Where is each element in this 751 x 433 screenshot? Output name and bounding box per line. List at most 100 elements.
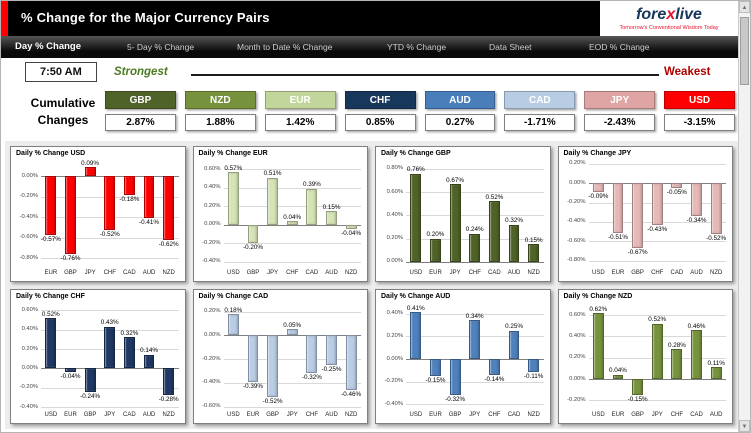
category-label: JPY xyxy=(84,269,96,276)
gridline xyxy=(223,243,361,245)
category-label: EUR xyxy=(246,412,260,418)
weakest-label: Weakest xyxy=(664,66,711,78)
category-label: GBP xyxy=(631,412,644,418)
currency-cumulative-value-EUR: 1.42% xyxy=(264,114,336,131)
bar-AUD xyxy=(326,335,337,366)
currency-column-GBP: GBP 2.87% xyxy=(105,91,176,131)
bar-CHF xyxy=(671,349,683,380)
bar-value-label: 0.04% xyxy=(609,367,627,375)
logo-part-secondary: live xyxy=(675,5,702,23)
bar-AUD xyxy=(508,224,520,262)
category-label: EUR xyxy=(611,412,625,418)
category-label: NZD xyxy=(344,269,358,276)
axis-tick-label: -0.40% xyxy=(19,213,38,220)
axis-tick-label: -0.80% xyxy=(567,257,586,264)
bar-CAD xyxy=(306,188,318,225)
tab-day-change[interactable]: Day % Change xyxy=(15,41,81,52)
bar-value-label: 0.57% xyxy=(224,164,243,172)
cumulative-label-line2: Changes xyxy=(37,113,89,128)
category-label: AUD xyxy=(142,269,156,276)
tab-eod-change[interactable]: EOD % Change xyxy=(589,42,650,52)
gridline xyxy=(588,163,726,165)
category-axis: USD EUR JPY CHF CAD AUD NZD xyxy=(406,270,544,279)
tab-month-to-date-change[interactable]: Month to Date % Change xyxy=(237,42,333,52)
category-label: NZD xyxy=(162,412,175,418)
zero-line xyxy=(406,359,544,361)
bar-value-label: 0.51% xyxy=(263,170,282,178)
category-label: EUR xyxy=(44,269,58,276)
gridline xyxy=(406,192,544,194)
axis-tick-label: 0.00% xyxy=(386,355,403,362)
vertical-scrollbar[interactable]: ▲ ▼ xyxy=(738,1,750,432)
bar-value-label: -0.51% xyxy=(607,233,628,241)
category-label: USD xyxy=(409,412,423,418)
gridline xyxy=(41,407,179,409)
bar-EUR xyxy=(612,374,624,380)
bar-CHF xyxy=(488,359,500,375)
category-label: GBP xyxy=(631,269,644,276)
bar-value-label: 0.62% xyxy=(589,305,608,313)
strongest-label: Strongest xyxy=(114,66,168,78)
zero-line xyxy=(406,261,544,263)
scrollbar-thumb[interactable] xyxy=(740,17,749,85)
bar-value-label: -0.34% xyxy=(686,217,707,225)
category-label: EUR xyxy=(429,269,442,276)
bar-NZD xyxy=(345,335,357,390)
logo-part-accent: x xyxy=(666,5,676,23)
bar-EUR xyxy=(65,368,76,373)
currency-cumulative-value-JPY: -2.43% xyxy=(584,114,656,131)
logo-tagline: Tomorrow's Conventional Wisdom Today xyxy=(619,24,719,31)
category-label: AUD xyxy=(325,269,338,276)
scroll-up-arrow-icon[interactable]: ▲ xyxy=(739,1,750,13)
axis-tick-label: 0.20% xyxy=(21,345,38,352)
category-label: GBP xyxy=(266,412,279,418)
cumulative-label-line1: Cumulative xyxy=(30,96,96,110)
category-axis: USD EUR GBP CHF CAD AUD NZD xyxy=(589,270,727,279)
bar-JPY xyxy=(469,320,481,359)
currency-header-GBP: GBP xyxy=(105,91,176,109)
axis-tick-label: -0.20% xyxy=(384,378,403,385)
category-label: USD xyxy=(44,412,58,418)
category-label: AUD xyxy=(709,412,723,418)
bar-GBP xyxy=(632,183,643,249)
page-title: % Change for the Major Currency Pairs xyxy=(21,10,270,25)
bar-JPY xyxy=(267,177,278,225)
bar-value-label: -0.15% xyxy=(627,396,648,404)
category-label: GBP xyxy=(246,269,260,276)
category-label: CAD xyxy=(690,412,703,418)
gridline xyxy=(406,168,544,170)
chart-panel: Daily % Change EUR 0.60% 0.40% 0.20% 0.00% -0… xyxy=(192,146,368,282)
axis-tick-label: 0.00% xyxy=(204,331,221,338)
category-label: JPY xyxy=(651,412,663,418)
bar-CHF xyxy=(651,183,663,225)
gridline xyxy=(588,260,726,262)
scroll-down-arrow-icon[interactable]: ▼ xyxy=(739,420,750,432)
bar-value-label: 0.05% xyxy=(283,321,302,329)
bar-value-label: -0.32% xyxy=(301,374,322,382)
category-label: EUR xyxy=(611,269,625,276)
axis-tick-label: -0.40% xyxy=(384,400,403,407)
bar-value-label: -0.41% xyxy=(139,219,159,227)
category-label: GBP xyxy=(83,412,97,418)
currency-column-CHF: CHF 0.85% xyxy=(344,91,416,131)
bar-CHF xyxy=(104,176,116,230)
bar-value-label: -0.52% xyxy=(706,234,727,242)
axis-tick-label: 0.20% xyxy=(386,235,403,242)
axis-tick-label: 0.00% xyxy=(21,172,38,179)
chart-title: Daily % Change AUD xyxy=(381,292,451,300)
currency-header-AUD: AUD xyxy=(424,91,496,109)
axis-tick-label: -0.20% xyxy=(19,384,38,391)
bar-value-label: -0.62% xyxy=(158,240,179,248)
bar-value-label: 0.11% xyxy=(707,359,725,367)
bar-CHF xyxy=(306,335,318,374)
category-label: CHF xyxy=(286,269,299,276)
tab-ytd-change[interactable]: YTD % Change xyxy=(387,42,447,52)
tab-5-day-change[interactable]: 5- Day % Change xyxy=(127,42,195,52)
axis-tick-label: -0.20% xyxy=(567,199,586,206)
tab-data-sheet[interactable]: Data Sheet xyxy=(489,42,532,52)
gridline xyxy=(588,241,726,243)
category-label: NZD xyxy=(162,269,175,276)
currency-header-EUR: EUR xyxy=(264,91,336,109)
forexlive-logo: forexlive Tomorrow's Conventional Wisdom… xyxy=(600,1,738,36)
chart-title: Daily % Change JPY xyxy=(563,150,632,157)
